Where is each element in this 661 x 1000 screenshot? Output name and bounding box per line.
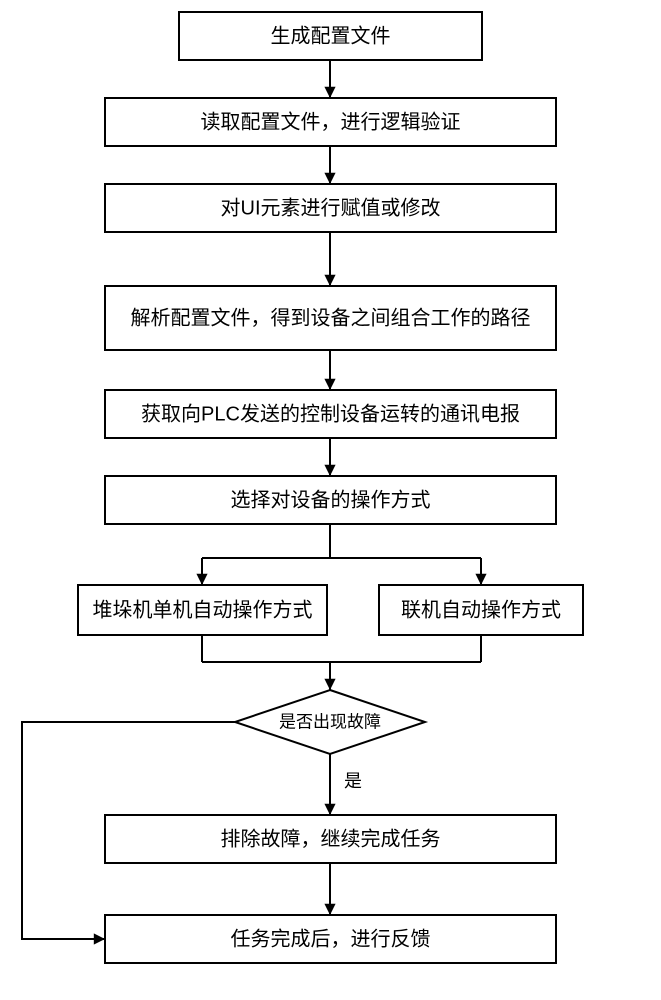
flow-node-n11: 任务完成后，进行反馈 <box>105 915 556 963</box>
node-label: 解析配置文件，得到设备之间组合工作的路径 <box>131 306 531 329</box>
edge <box>324 60 335 98</box>
edge-label: 是 <box>344 771 362 791</box>
flow-node-n10: 排除故障，继续完成任务 <box>105 815 556 863</box>
node-label: 对UI元素进行赋值或修改 <box>221 196 441 219</box>
node-label: 生成配置文件 <box>271 24 391 47</box>
edge: 是 <box>324 754 362 815</box>
edge <box>475 558 486 585</box>
flow-node-n5: 获取向PLC发送的控制设备运转的通讯电报 <box>105 390 556 438</box>
flowchart-canvas: 是 生成配置文件读取配置文件，进行逻辑验证对UI元素进行赋值或修改解析配置文件，得… <box>0 0 661 1000</box>
node-label: 读取配置文件，进行逻辑验证 <box>201 110 461 133</box>
node-label: 堆垛机单机自动操作方式 <box>93 598 313 621</box>
edge <box>324 662 335 690</box>
flow-node-n7: 堆垛机单机自动操作方式 <box>78 585 327 635</box>
node-label: 是否出现故障 <box>279 712 381 731</box>
flow-node-n9: 是否出现故障 <box>235 690 425 754</box>
node-label: 选择对设备的操作方式 <box>231 488 431 511</box>
node-label: 获取向PLC发送的控制设备运转的通讯电报 <box>141 402 520 425</box>
flow-node-n1: 生成配置文件 <box>179 12 482 60</box>
node-label: 联机自动操作方式 <box>401 598 561 621</box>
edge <box>196 558 207 585</box>
edge <box>324 438 335 476</box>
edge <box>324 232 335 286</box>
edge <box>324 863 335 915</box>
node-label: 排除故障，继续完成任务 <box>221 827 441 850</box>
flow-node-n3: 对UI元素进行赋值或修改 <box>105 184 556 232</box>
flow-node-n8: 联机自动操作方式 <box>379 585 583 635</box>
edge <box>324 146 335 184</box>
edge <box>324 350 335 390</box>
flow-node-n4: 解析配置文件，得到设备之间组合工作的路径 <box>105 286 556 350</box>
flow-node-n6: 选择对设备的操作方式 <box>105 476 556 524</box>
flow-node-n2: 读取配置文件，进行逻辑验证 <box>105 98 556 146</box>
node-label: 任务完成后，进行反馈 <box>231 927 431 950</box>
